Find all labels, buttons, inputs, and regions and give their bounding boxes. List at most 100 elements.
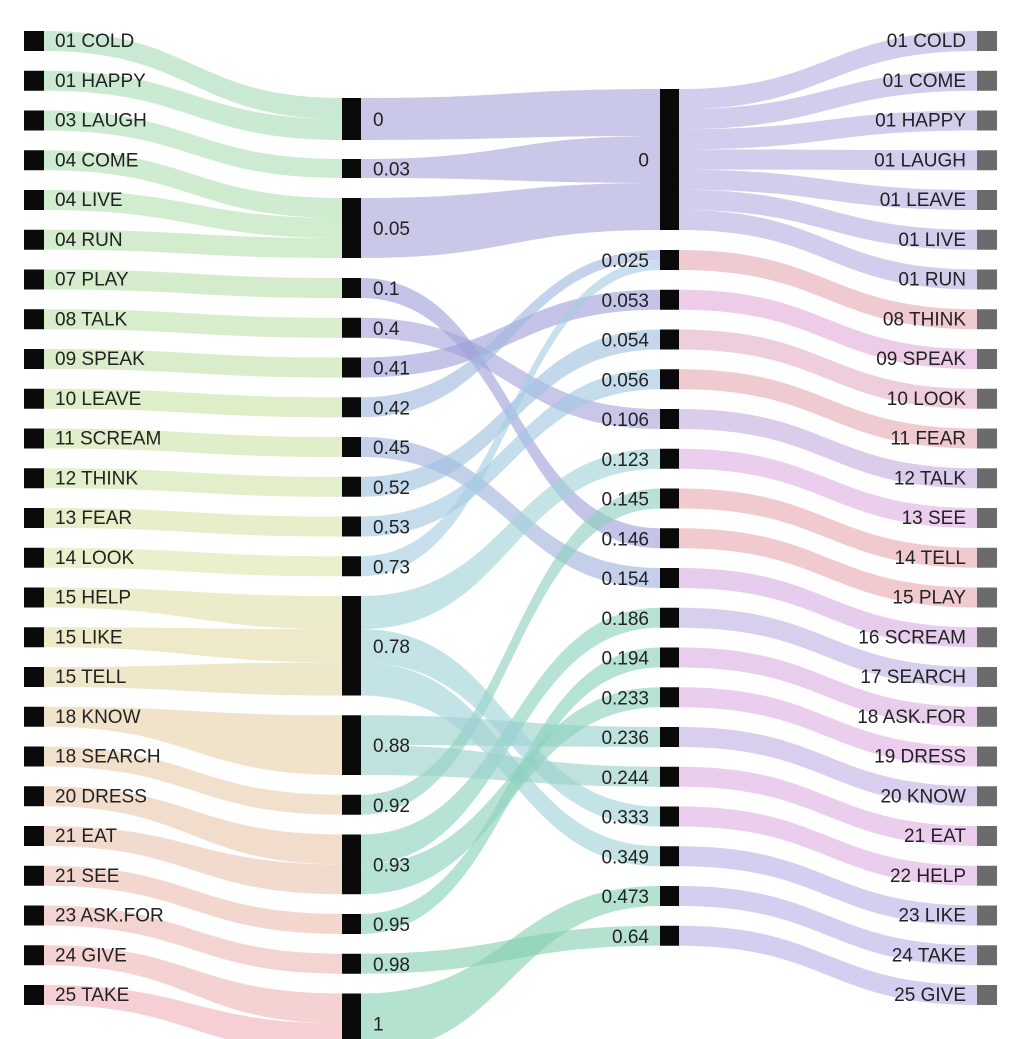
left-node-label: 18 SEARCH <box>55 747 161 768</box>
left-node-21-see <box>24 865 44 886</box>
right-node-25-give <box>977 985 997 1005</box>
flow-right-01-happy <box>679 110 977 150</box>
mid2-node-0-473 <box>660 886 679 906</box>
right-node-label: 01 LEAVE <box>880 190 966 211</box>
right-node-label: 18 ASK.FOR <box>857 707 966 728</box>
mid1-node-0-42 <box>342 397 361 418</box>
mid2-node-label: 0.194 <box>601 649 649 670</box>
flow-mid-1 <box>361 886 660 1039</box>
left-node-label: 25 TAKE <box>55 985 129 1006</box>
flow-left-01-happy <box>44 70 342 140</box>
right-node-01-live <box>977 229 997 250</box>
left-node-24-give <box>24 945 44 966</box>
left-node-label: 04 LIVE <box>55 190 123 211</box>
flow-left-18-know <box>44 706 342 775</box>
flow-right-24-take <box>679 886 977 966</box>
flow-right-18-ask-for <box>679 647 977 727</box>
left-node-label: 13 FEAR <box>55 508 132 529</box>
left-node-label: 01 HAPPY <box>55 71 146 92</box>
left-node-label: 07 PLAY <box>55 270 129 291</box>
flow-left-15-help <box>44 587 342 630</box>
flow-left-21-see <box>44 865 342 934</box>
flow-right-01-run <box>679 209 977 290</box>
right-node-14-tell <box>977 547 997 568</box>
flow-left-01-cold <box>44 31 342 119</box>
right-node-label: 23 LIKE <box>898 906 966 927</box>
flow-left-20-dress <box>44 786 342 865</box>
labels-layer: 01 COLD 01 HAPPY 03 LAUGH 04 COME 04 LIVE 04 … <box>55 31 966 1035</box>
right-node-24-take <box>977 945 997 966</box>
flow-left-11-scream <box>44 428 342 457</box>
right-node-label: 12 TALK <box>894 468 967 489</box>
mid2-node-label: 0.056 <box>601 370 649 391</box>
mid2-node-0-053 <box>660 289 679 310</box>
flow-left-23-ask-for <box>44 905 342 974</box>
mid1-node-label: 1 <box>373 1014 384 1035</box>
left-node-07-play <box>24 269 44 290</box>
right-node-label: 01 COME <box>883 71 966 92</box>
flow-mid-0-92 <box>361 488 660 815</box>
flow-left-15-like <box>44 627 342 663</box>
mid1-node-label: 0.52 <box>373 478 410 499</box>
left-node-18-know <box>24 706 44 727</box>
right-node-label: 15 PLAY <box>892 588 966 609</box>
mid1-node-0-53 <box>342 516 361 537</box>
mid2-node-label: 0.244 <box>601 768 649 789</box>
mid1-node-label: 0.05 <box>373 219 410 240</box>
mid2-node-0-145 <box>660 488 679 509</box>
mid2-node-0-123 <box>660 448 679 469</box>
left-node-15-help <box>24 587 44 608</box>
right-node-09-speak <box>977 349 997 369</box>
flow-right-01-live <box>679 189 977 250</box>
flow-left-24-give <box>44 945 342 1024</box>
right-node-15-play <box>977 587 997 608</box>
mid2-node-label: 0.473 <box>601 887 649 908</box>
left-node-08-talk <box>24 309 44 330</box>
flow-right-25-give <box>679 925 977 1005</box>
mid1-node-1 <box>342 993 361 1039</box>
mid2-node-label: 0.106 <box>601 410 649 431</box>
mid1-node-0 <box>342 98 361 140</box>
flow-right-15-play <box>679 528 977 608</box>
left-node-label: 04 RUN <box>55 230 123 251</box>
left-node-label: 03 LAUGH <box>55 111 147 132</box>
flow-right-14-tell <box>679 488 977 568</box>
flow-right-22-help <box>679 806 977 886</box>
left-node-25-take <box>24 985 44 1005</box>
right-node-12-talk <box>977 468 997 489</box>
left-node-label: 15 TELL <box>55 667 126 688</box>
flow-left-04-live <box>44 190 342 238</box>
flow-left-25-take <box>44 985 342 1039</box>
flow-right-01-cold <box>679 31 977 110</box>
right-node-22-help <box>977 865 997 886</box>
flow-mid-0-78 <box>361 448 660 630</box>
flow-right-09-speak <box>679 289 977 369</box>
mid2-node-0-056 <box>660 369 679 390</box>
flow-mid-0-42 <box>361 250 660 418</box>
right-node-label: 01 RUN <box>898 270 966 291</box>
left-node-15-like <box>24 627 44 648</box>
right-node-11-fear <box>977 428 997 449</box>
left-node-label: 09 SPEAK <box>55 349 145 370</box>
flow-right-17-search <box>679 607 977 687</box>
mid2-node-label: 0.349 <box>601 847 649 868</box>
right-node-label: 21 EAT <box>904 826 966 847</box>
flow-mid-0-88-to-0-244 <box>361 745 660 787</box>
flow-right-20-know <box>679 727 977 807</box>
mid1-node-0-95 <box>342 914 361 934</box>
right-node-17-search <box>977 667 997 687</box>
left-node-label: 23 ASK.FOR <box>55 906 164 927</box>
right-node-18-ask-for <box>977 706 997 727</box>
right-node-label: 19 DRESS <box>874 747 966 768</box>
flow-mid-0-05 <box>361 183 660 258</box>
mid2-node-0-244 <box>660 766 679 787</box>
left-node-03-laugh <box>24 110 44 131</box>
mid1-node-0-98 <box>342 953 361 974</box>
left-node-04-run <box>24 229 44 250</box>
mid2-node-0-154 <box>660 568 679 588</box>
flow-left-12-think <box>44 468 342 497</box>
right-node-01-come <box>977 70 997 91</box>
left-node-23-ask-for <box>24 905 44 926</box>
left-node-label: 15 LIKE <box>55 627 123 648</box>
